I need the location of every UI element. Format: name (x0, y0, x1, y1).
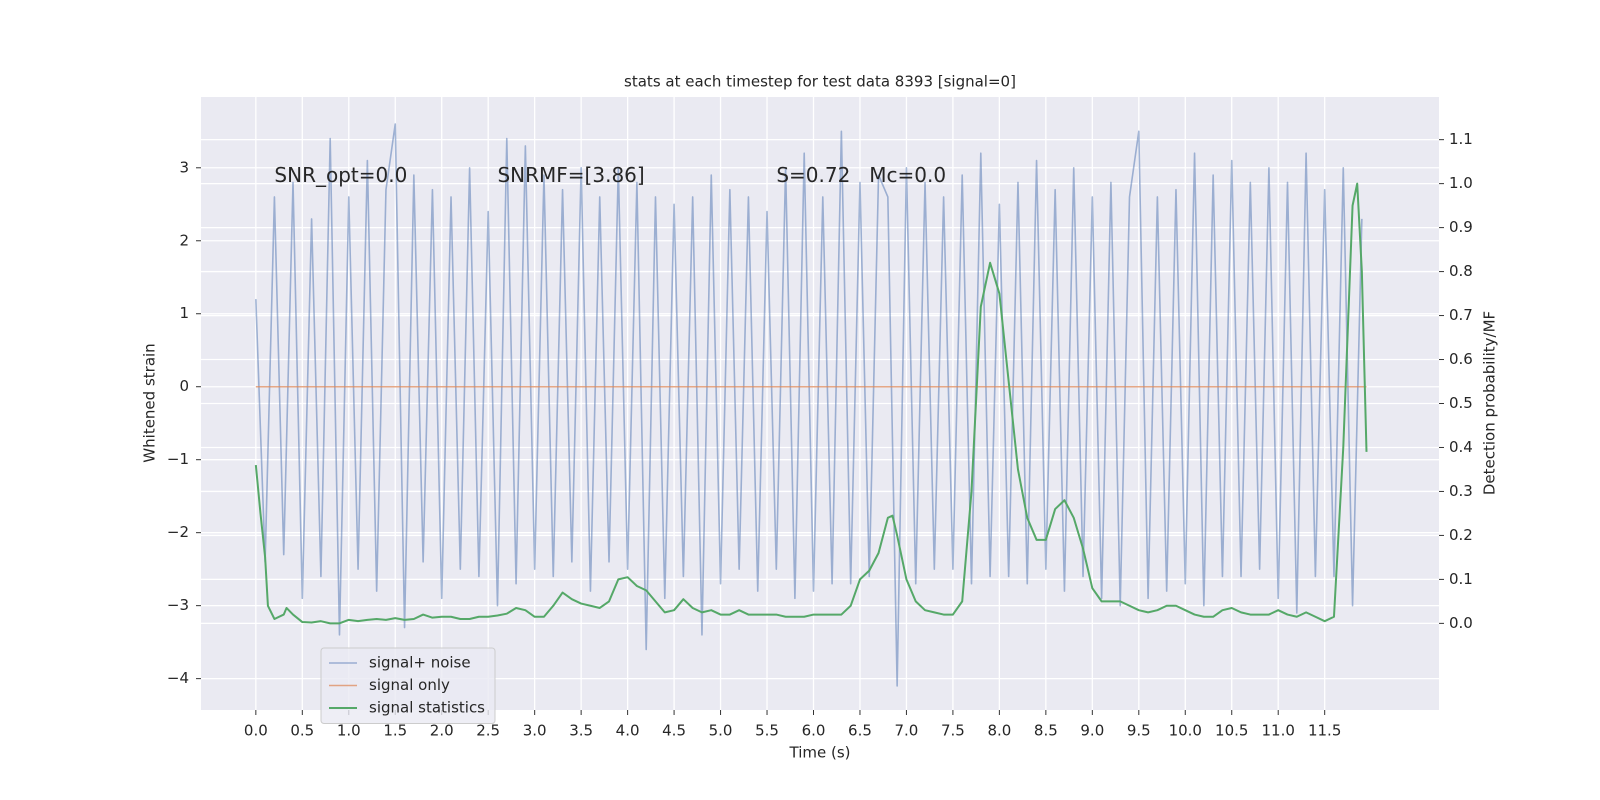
y-tick-label: 3 (179, 158, 189, 176)
x-tick-label: 11.5 (1308, 722, 1341, 740)
y2-tick-label: 0.4 (1449, 438, 1473, 456)
y-tick-label: −4 (167, 669, 189, 687)
y-tick-label: −3 (167, 596, 189, 614)
x-tick-label: 5.5 (755, 722, 779, 740)
x-tick-label: 1.5 (383, 722, 407, 740)
x-tick-label: 2.5 (476, 722, 500, 740)
annotation: S=0.72 (776, 163, 850, 187)
legend-label: signal only (369, 676, 450, 694)
x-tick-label: 10.5 (1215, 722, 1248, 740)
x-tick-label: 8.0 (987, 722, 1011, 740)
series-line (254, 182, 1368, 625)
y2-tick-label: 0.7 (1449, 306, 1473, 324)
y2-tick-label: 0.8 (1449, 262, 1473, 280)
x-tick-label: 9.0 (1080, 722, 1104, 740)
y2-tick-label: 0.9 (1449, 218, 1473, 236)
x-axis-label: Time (s) (789, 744, 851, 762)
y-tick-label: 2 (179, 231, 189, 249)
chart-title: stats at each timestep for test data 839… (624, 73, 1016, 91)
x-tick-label: 4.5 (662, 722, 686, 740)
y2-tick-label: 0.0 (1449, 614, 1473, 632)
x-tick-label: 1.0 (337, 722, 361, 740)
y2-tick-label: 0.5 (1449, 394, 1473, 412)
legend-label: signal+ noise (369, 654, 471, 672)
y-tick-label: −2 (167, 523, 189, 541)
x-tick-label: 8.5 (1034, 722, 1058, 740)
y-tick-label: 1 (179, 304, 189, 322)
x-tick-label: 6.0 (802, 722, 826, 740)
x-tick-label: 0.0 (244, 722, 268, 740)
x-tick-label: 4.0 (616, 722, 640, 740)
y-tick-label: −1 (167, 450, 189, 468)
x-tick-label: 7.0 (895, 722, 919, 740)
annotation: SNR_opt=0.0 (274, 163, 407, 187)
x-tick-label: 7.5 (941, 722, 965, 740)
x-tick-label: 3.5 (569, 722, 593, 740)
x-tick-label: 6.5 (848, 722, 872, 740)
annotation: Mc=0.0 (869, 163, 946, 187)
y-axis-label: Whitened strain (141, 343, 159, 462)
y2-tick-label: 0.1 (1449, 570, 1473, 588)
y2-tick-label: 1.1 (1449, 130, 1473, 148)
x-tick-label: 2.0 (430, 722, 454, 740)
x-tick-label: 11.0 (1262, 722, 1295, 740)
x-tick-label: 10.0 (1169, 722, 1202, 740)
series-line (255, 123, 1363, 687)
legend-box (320, 647, 496, 724)
y2-tick-label: 0.3 (1449, 482, 1473, 500)
x-tick-label: 0.5 (290, 722, 314, 740)
annotation: SNRMF=[3.86] (497, 163, 644, 187)
x-tick-label: 9.5 (1127, 722, 1151, 740)
y2-tick-label: 1.0 (1449, 174, 1473, 192)
legend-label: signal statistics (369, 699, 485, 717)
y2-tick-label: 0.2 (1449, 526, 1473, 544)
x-tick-label: 5.0 (709, 722, 733, 740)
y-tick-label: 0 (179, 377, 189, 395)
y2-axis-label: Detection probability/MF (1481, 311, 1499, 495)
y2-tick-label: 0.6 (1449, 350, 1473, 368)
x-tick-label: 3.0 (523, 722, 547, 740)
